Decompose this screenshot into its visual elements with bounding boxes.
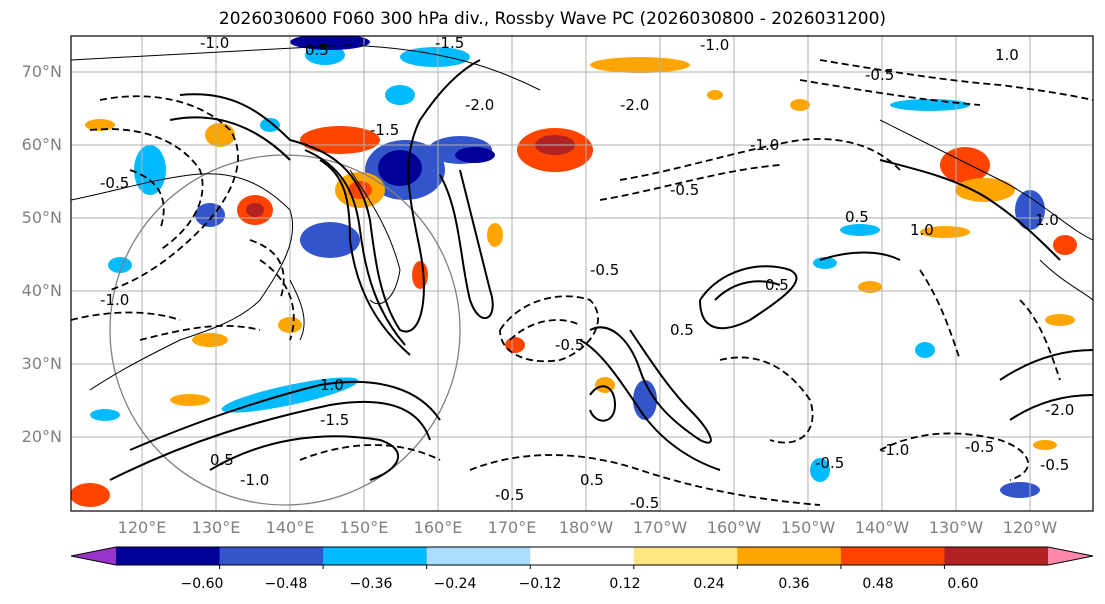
lon-label: 160°E — [413, 518, 463, 537]
lon-label: 130°E — [191, 518, 241, 537]
lon-label: 160°W — [706, 518, 762, 537]
colorbar-tick-label: 0.12 — [609, 576, 641, 592]
colorbar-segment — [323, 547, 428, 565]
plot-title: 2026030600 F060 300 hPa div., Rossby Wav… — [218, 9, 887, 29]
colorbar-tick-label: −0.36 — [349, 576, 393, 592]
lon-label: 130°W — [928, 518, 984, 537]
lat-label: 50°N — [21, 208, 62, 227]
contour-label: -1.0 — [700, 36, 729, 54]
contour-label: -2.0 — [465, 96, 494, 114]
lon-label: 150°W — [780, 518, 836, 537]
lon-label: 120°W — [1002, 518, 1058, 537]
lat-label: 20°N — [21, 427, 62, 446]
colorbar-segment — [426, 547, 531, 565]
contour-label: -1.0 — [240, 471, 269, 489]
colorbar-outline — [70, 546, 1094, 566]
contour-label: 0.5 — [845, 208, 869, 226]
contour-label: 0.5 — [210, 451, 234, 469]
colorbar-segment — [737, 547, 842, 565]
contour-label: -0.5 — [1040, 456, 1069, 474]
lon-label: 140°E — [265, 518, 315, 537]
lon-label: 120°E — [117, 518, 167, 537]
coastlines — [71, 44, 1093, 391]
colorbar-segment — [530, 547, 635, 565]
colorbar-segment — [840, 547, 945, 565]
colorbar-tick-label: −0.12 — [518, 576, 562, 592]
contour-label: -0.5 — [100, 174, 129, 192]
colorbar-segment — [219, 547, 324, 565]
contour-label: 0.5 — [305, 41, 329, 59]
contour-label: -0.5 — [815, 454, 844, 472]
contour-label: 0.5 — [670, 321, 694, 339]
lat-label: 30°N — [21, 354, 62, 373]
colorbar-tick-label: −0.48 — [264, 576, 308, 592]
contour-label: -1.0 — [750, 136, 779, 154]
contour-label: -0.5 — [630, 494, 659, 512]
contour-label: -1.5 — [370, 121, 399, 139]
colorbar-tick-label: 0.48 — [862, 576, 894, 592]
contour-label: -2.0 — [620, 96, 649, 114]
colorbar-extend-low — [71, 547, 116, 565]
contour-labels: -1.0 0.5 -1.5 -1.0 -0.5 1.0 -0.5 -2.0 -0… — [100, 34, 1074, 512]
contour-label: -1.0 — [100, 291, 129, 309]
contour-label: 1.0 — [995, 46, 1019, 64]
contour-label: 1.0 — [320, 376, 344, 394]
contour-label: -0.5 — [670, 181, 699, 199]
contour-label: -0.5 — [590, 261, 619, 279]
lon-label: 170°W — [632, 518, 688, 537]
contour-label: -1.0 — [880, 441, 909, 459]
colorbar-segment — [633, 547, 738, 565]
map-frame — [70, 35, 1094, 512]
colorbar — [70, 546, 1094, 569]
map-plot-area: -1.0 0.5 -1.5 -1.0 -0.5 1.0 -0.5 -2.0 -0… — [71, 34, 1093, 512]
contour-label: -1.5 — [435, 34, 464, 52]
colorbar-tick-label: −0.60 — [180, 576, 224, 592]
contour-label: 0.5 — [765, 276, 789, 294]
colorbar-tick-label: −0.24 — [433, 576, 477, 592]
contour-label: -0.5 — [555, 336, 584, 354]
lon-label: 140°W — [854, 518, 910, 537]
contour-label: 1.0 — [1035, 211, 1059, 229]
colorbar-tick-label: 0.24 — [693, 576, 725, 592]
colorbar-tick-label: 0.60 — [947, 576, 979, 592]
contour-label: 0.5 — [580, 471, 604, 489]
solid-contours — [109, 59, 1093, 481]
contour-label: -0.5 — [965, 438, 994, 456]
lat-label: 70°N — [21, 62, 62, 81]
colorbar-extend-high — [1048, 547, 1093, 565]
colorbar-segment — [116, 547, 221, 565]
lat-label: 60°N — [21, 135, 62, 154]
lon-label: 170°E — [487, 518, 537, 537]
dashed-contours — [71, 59, 1093, 506]
lat-label: 40°N — [21, 281, 62, 300]
contour-label: -0.5 — [865, 66, 894, 84]
lon-label: 180°W — [558, 518, 614, 537]
lon-label: 150°E — [339, 518, 389, 537]
contour-label: -1.5 — [320, 411, 349, 429]
contour-label: 1.0 — [910, 221, 934, 239]
contour-label: -2.0 — [1045, 401, 1074, 419]
contour-label: -0.5 — [495, 486, 524, 504]
colorbar-tick-label: 0.36 — [778, 576, 810, 592]
contour-label: -1.0 — [200, 34, 229, 52]
colorbar-segment — [944, 547, 1049, 565]
